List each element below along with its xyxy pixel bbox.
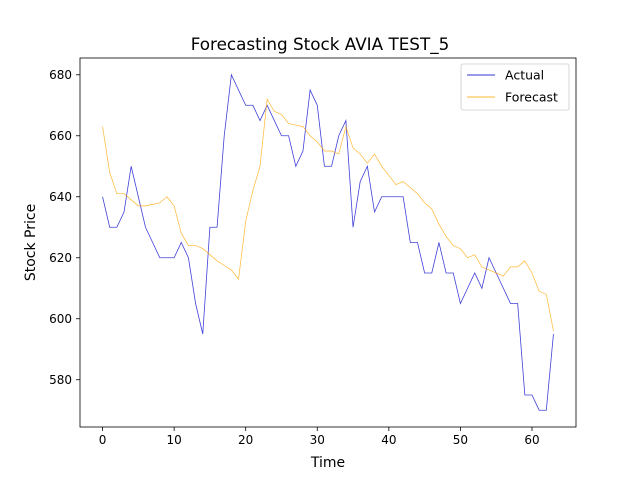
legend-label-actual: Actual (505, 68, 544, 83)
x-axis-label: Time (310, 455, 345, 471)
y-tick-label: 640 (49, 190, 72, 204)
x-tick-label: 20 (238, 433, 253, 447)
chart-title: Forecasting Stock AVIA TEST_5 (191, 34, 450, 55)
legend: Actual Forecast (460, 63, 570, 111)
x-tick-label: 0 (99, 433, 107, 447)
y-tick-label: 580 (49, 373, 72, 387)
x-tick-label: 30 (310, 433, 325, 447)
series-line-forecast (102, 98, 554, 332)
series-line-actual (102, 73, 554, 411)
x-tick-label: 60 (524, 433, 539, 447)
x-tick-label: 40 (381, 433, 396, 447)
legend-label-forecast: Forecast (505, 90, 558, 105)
plot-frame (79, 57, 577, 428)
legend-box (460, 63, 570, 111)
x-tick-label: 50 (453, 433, 468, 447)
x-axis: 0 10 20 30 40 50 60 (99, 427, 540, 447)
y-tick-label: 600 (49, 312, 72, 326)
y-axis: 580 600 620 640 660 680 (49, 68, 80, 387)
x-tick-label: 10 (166, 433, 181, 447)
y-tick-label: 660 (49, 129, 72, 143)
series-layer (102, 73, 554, 411)
y-axis-label: Stock Price (23, 204, 39, 281)
y-tick-label: 620 (49, 251, 72, 265)
y-tick-label: 680 (49, 68, 72, 82)
